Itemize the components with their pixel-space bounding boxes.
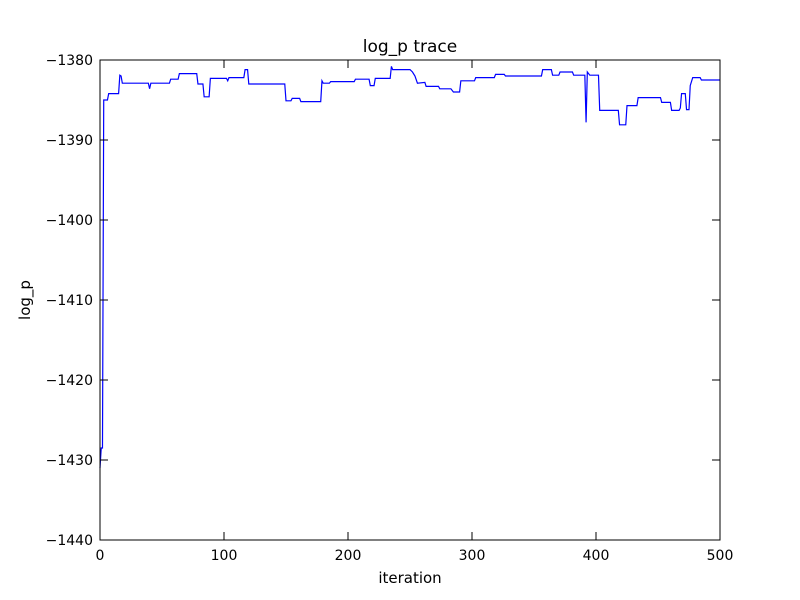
y-tick-label: −1420 bbox=[46, 373, 93, 389]
x-tick-label: 400 bbox=[583, 548, 610, 564]
x-tick-label: 200 bbox=[335, 548, 362, 564]
x-axis-ticks: 0 100 200 300 400 500 bbox=[96, 60, 734, 564]
log-p-trace-line bbox=[99, 66, 720, 469]
y-tick-label: −1440 bbox=[46, 533, 93, 549]
y-tick-label: −1380 bbox=[46, 53, 93, 69]
x-tick-label: 100 bbox=[211, 548, 238, 564]
y-axis-label: log_p bbox=[16, 280, 35, 320]
y-tick-label: −1430 bbox=[46, 453, 93, 469]
y-tick-label: −1410 bbox=[46, 293, 93, 309]
plot-area: 0 100 200 300 400 500 −1440−1430−1420−1410−14… bbox=[46, 53, 734, 564]
x-axis-label: iteration bbox=[378, 569, 441, 587]
y-tick-label: −1400 bbox=[46, 213, 93, 229]
y-axis-ticks: −1440 −1430 −1420 −1410 −1400 −1390 −1380 bbox=[46, 53, 720, 549]
x-tick-label: 0 bbox=[96, 548, 105, 564]
x-tick-label: 300 bbox=[459, 548, 486, 564]
chart-title: log_p trace bbox=[363, 37, 458, 57]
y-tick-label: −1390 bbox=[46, 133, 93, 149]
axes-background bbox=[100, 60, 720, 540]
x-tick-label: 500 bbox=[707, 548, 734, 564]
